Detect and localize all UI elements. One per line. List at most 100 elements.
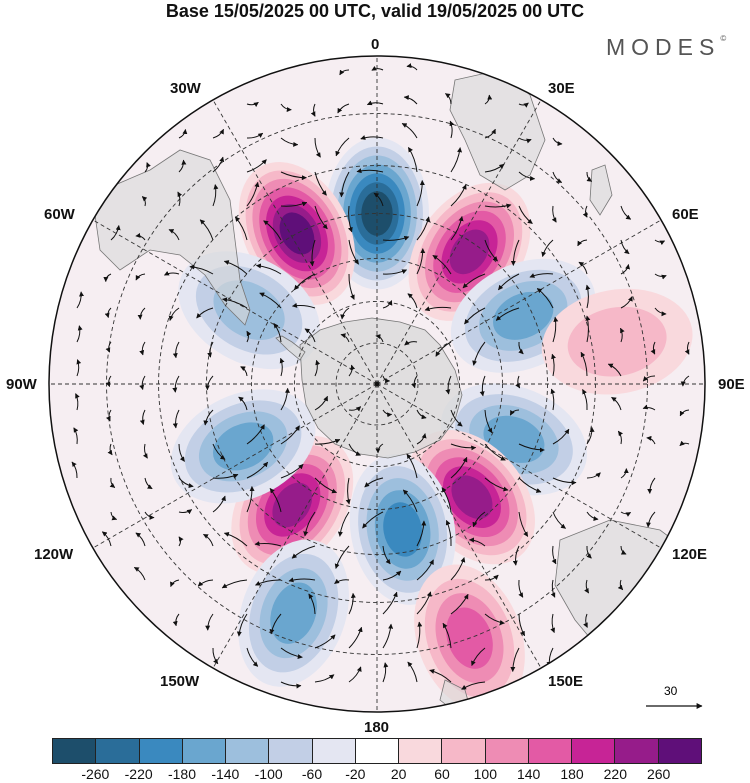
wind-vector: [246, 132, 264, 139]
vector-key-label: 30: [664, 684, 678, 698]
colorbar-bin: [572, 739, 616, 763]
wind-vector: [550, 388, 556, 411]
anomaly-level: [383, 502, 423, 557]
wind-vector: [335, 137, 350, 157]
wind-vector: [654, 273, 667, 280]
wind-vector: [441, 487, 452, 513]
wind-vector: [450, 456, 468, 479]
wind-vector: [607, 363, 622, 377]
wind-vector: [552, 316, 559, 343]
wind-vector: [348, 239, 359, 265]
wind-vector: [679, 409, 690, 417]
wind-vector: [238, 396, 248, 411]
wind-vector: [212, 495, 226, 513]
wind-vector: [246, 101, 259, 108]
latitude-circle: [293, 300, 461, 468]
wind-vector: [71, 461, 78, 479]
wind-vector: [314, 171, 327, 196]
wind-vector: [279, 357, 285, 377]
wind-vector: [135, 532, 146, 547]
wind-vector: [280, 463, 304, 479]
meridian-line: [212, 99, 378, 385]
wind-vector: [484, 443, 506, 461]
wind-vector: [337, 103, 350, 114]
wind-vector: [107, 443, 113, 456]
wind-vector: [347, 205, 353, 233]
wind-vector: [620, 296, 633, 309]
wind-vector: [679, 440, 690, 447]
wind-vector: [236, 613, 248, 637]
wind-vector: [170, 579, 180, 588]
wind-vector: [371, 65, 384, 71]
wind-vector: [484, 477, 509, 492]
wind-vector: [345, 477, 351, 505]
wind-vector: [280, 681, 302, 689]
wind-vector: [375, 334, 384, 343]
wind-vector: [617, 430, 624, 445]
wind-vector: [223, 532, 248, 547]
colorbar-bin: [139, 739, 183, 763]
wind-vector: [552, 428, 570, 445]
colorbar-tick-label: 140: [516, 766, 541, 782]
wind-vector: [647, 477, 656, 494]
wind-vector: [212, 647, 219, 665]
wind-vector: [518, 579, 524, 598]
colorbar-bin: [96, 739, 140, 763]
antarctic-peninsula-land: [275, 335, 306, 361]
wind-vector: [280, 647, 303, 660]
wind-vector: [110, 511, 118, 521]
wind-vector: [234, 216, 248, 241]
wind-vector: [402, 489, 418, 513]
wind-vector: [411, 375, 418, 389]
wind-vector: [280, 425, 300, 445]
colorbar-tick-label: -180: [167, 766, 197, 782]
wind-vector: [246, 647, 259, 667]
meridian-label-120e: 120E: [672, 546, 708, 563]
wind-vector: [178, 159, 187, 173]
meridian-label-0: 0: [371, 36, 380, 53]
wind-vector: [133, 566, 146, 581]
wind-vector: [586, 472, 601, 479]
colorbar-bin: [528, 739, 573, 763]
colorbar-bin: [182, 739, 227, 763]
wind-vector: [364, 477, 384, 488]
wind-vector: [450, 409, 463, 427]
wind-vector: [288, 577, 316, 583]
wind-vector: [246, 485, 255, 513]
wind-vector: [450, 147, 463, 173]
colorbar-bin: [658, 739, 701, 763]
wind-vector: [416, 248, 426, 275]
wind-vector: [577, 239, 588, 247]
colorbar-tick-label: -100: [254, 766, 283, 782]
meridian-line: [376, 219, 662, 385]
wind-vector: [445, 375, 452, 395]
wind-vector: [416, 433, 427, 445]
wind-vector: [484, 409, 493, 434]
wind-vector: [578, 261, 588, 275]
wind-vector: [620, 545, 627, 555]
wind-vector: [518, 137, 532, 144]
wind-vector: [510, 647, 520, 672]
wind-vector: [106, 409, 112, 422]
wind-vector: [373, 192, 384, 207]
wind-vector: [582, 389, 588, 411]
wind-vector: [109, 477, 116, 488]
wind-vector: [105, 375, 112, 388]
wind-vector: [407, 661, 418, 683]
wind-vector: [620, 239, 630, 255]
wind-vector: [178, 443, 185, 462]
anomaly-level: [493, 291, 554, 340]
wind-vector: [76, 325, 83, 343]
wind-vector: [684, 341, 690, 355]
wind-vector: [163, 270, 180, 276]
wind-vector: [429, 668, 452, 683]
wind-vector: [280, 137, 299, 147]
wind-vector: [586, 545, 592, 559]
wind-vector: [139, 375, 146, 391]
colorbar-bin: [355, 739, 400, 763]
wind-vector: [407, 147, 418, 173]
wind-vector: [536, 288, 554, 309]
anomaly-cell: [541, 288, 693, 395]
wind-vector: [291, 545, 316, 559]
wind-vector: [585, 315, 591, 343]
